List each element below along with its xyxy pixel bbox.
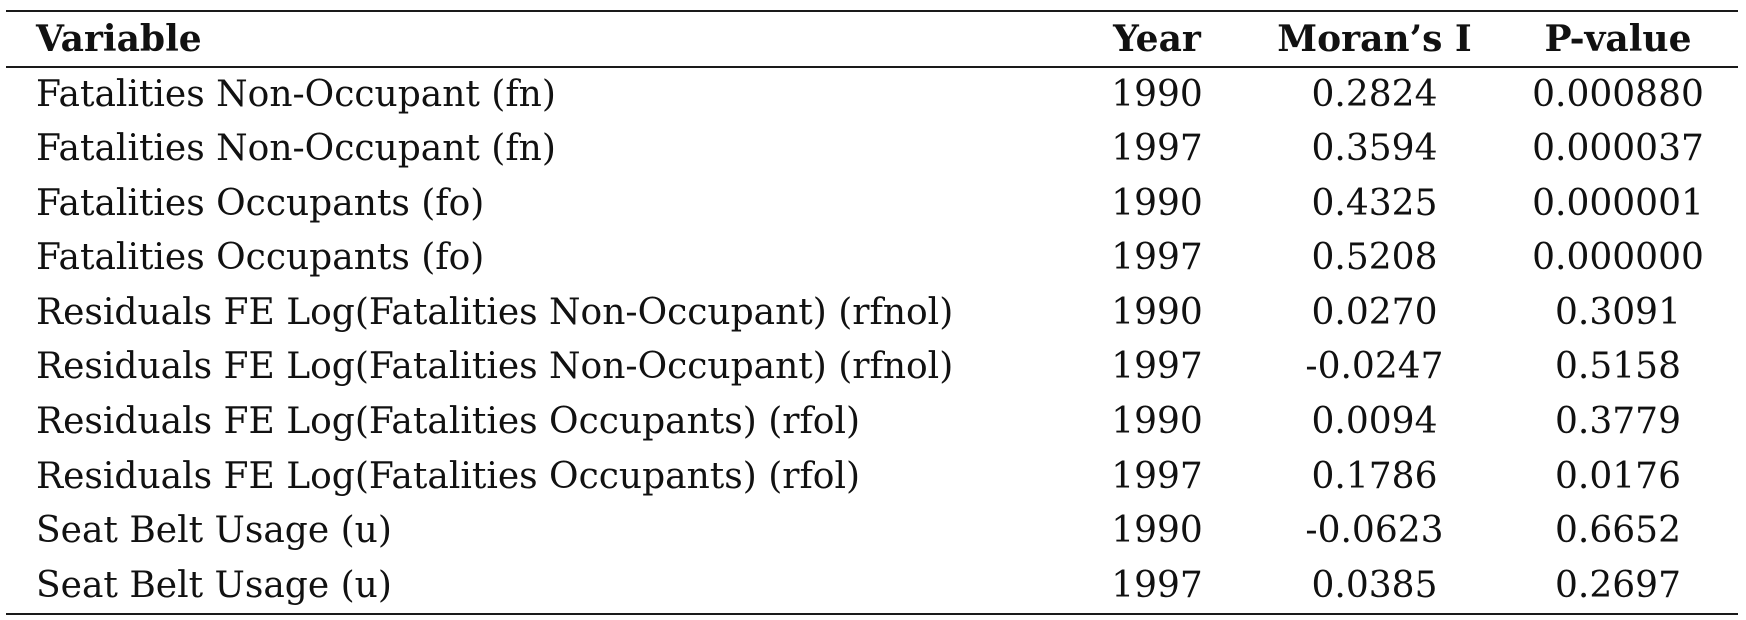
cell-year: 1997 bbox=[1111, 346, 1203, 388]
cell-variable: Seat Belt Usage (u) bbox=[36, 564, 392, 606]
cell-year: 1990 bbox=[1111, 291, 1203, 333]
morans-i-table-body: Fatalities Non-Occupant (fn) 1990 0.2824 0.… bbox=[6, 68, 1738, 614]
bottom-rule bbox=[6, 613, 1738, 616]
table-row: Seat Belt Usage (u) 1990 -0.0623 0.6652 bbox=[6, 504, 1738, 559]
cell-morans-i: 0.5208 bbox=[1311, 237, 1438, 279]
cell-morans-i: 0.0094 bbox=[1311, 401, 1438, 443]
cell-p-value: 0.6652 bbox=[1555, 510, 1681, 552]
cell-variable: Fatalities Occupants (fo) bbox=[36, 182, 485, 224]
results-table-container: Variable Year Moran’s I P-value Fataliti… bbox=[6, 10, 1738, 616]
cell-year: 1990 bbox=[1111, 73, 1203, 115]
cell-variable: Residuals FE Log(Fatalities Occupants) (… bbox=[36, 401, 861, 443]
cell-p-value: 0.0176 bbox=[1555, 455, 1681, 497]
table-row: Fatalities Non-Occupant (fn) 1997 0.3594 0.… bbox=[6, 122, 1738, 177]
cell-year: 1990 bbox=[1111, 401, 1203, 443]
table-row: Residuals FE Log(Fatalities Non-Occupant… bbox=[6, 340, 1738, 395]
cell-morans-i: 0.4325 bbox=[1311, 182, 1438, 224]
cell-p-value: 0.3779 bbox=[1555, 401, 1681, 443]
cell-morans-i: 0.1786 bbox=[1311, 455, 1438, 497]
header-rule bbox=[6, 66, 1738, 68]
cell-p-value: 0.5158 bbox=[1555, 346, 1681, 388]
cell-year: 1997 bbox=[1111, 237, 1203, 279]
morans-i-table: Variable Year Moran’s I P-value bbox=[6, 12, 1738, 66]
cell-morans-i: 0.0270 bbox=[1311, 291, 1438, 333]
table-row: Residuals FE Log(Fatalities Occupants) (… bbox=[6, 450, 1738, 505]
cell-variable: Fatalities Non-Occupant (fn) bbox=[36, 73, 556, 115]
header-variable: Variable bbox=[36, 18, 202, 60]
table-row: Residuals FE Log(Fatalities Occupants) (… bbox=[6, 395, 1738, 450]
top-rule bbox=[6, 10, 1738, 12]
cell-p-value: 0.2697 bbox=[1555, 564, 1681, 606]
cell-variable: Fatalities Non-Occupant (fn) bbox=[36, 128, 556, 170]
cell-year: 1990 bbox=[1111, 182, 1203, 224]
cell-variable: Seat Belt Usage (u) bbox=[36, 510, 392, 552]
table-row: Fatalities Non-Occupant (fn) 1990 0.2824 0.… bbox=[6, 68, 1738, 123]
table-row: Fatalities Occupants (fo) 1997 0.5208 0.000… bbox=[6, 231, 1738, 286]
cell-morans-i: -0.0623 bbox=[1305, 510, 1444, 552]
table-body: Fatalities Non-Occupant (fn) 1990 0.2824 0.… bbox=[6, 68, 1738, 614]
cell-variable: Fatalities Occupants (fo) bbox=[36, 237, 485, 279]
cell-variable: Residuals FE Log(Fatalities Occupants) (… bbox=[36, 455, 861, 497]
header-row: Variable Year Moran’s I P-value bbox=[6, 12, 1738, 66]
cell-year: 1997 bbox=[1111, 128, 1203, 170]
cell-p-value: 0.000880 bbox=[1532, 73, 1704, 115]
table-header: Variable Year Moran’s I P-value bbox=[6, 12, 1738, 66]
table-row: Residuals FE Log(Fatalities Non-Occupant… bbox=[6, 286, 1738, 341]
cell-p-value: 0.000037 bbox=[1532, 128, 1704, 170]
cell-p-value: 0.3091 bbox=[1555, 291, 1681, 333]
cell-variable: Residuals FE Log(Fatalities Non-Occupant… bbox=[36, 346, 954, 388]
cell-year: 1997 bbox=[1111, 455, 1203, 497]
table-row: Seat Belt Usage (u) 1997 0.0385 0.2697 bbox=[6, 559, 1738, 614]
cell-year: 1990 bbox=[1111, 510, 1203, 552]
table-row: Fatalities Occupants (fo) 1990 0.4325 0.000… bbox=[6, 177, 1738, 232]
header-p-value: P-value bbox=[1544, 18, 1692, 60]
cell-morans-i: -0.0247 bbox=[1305, 346, 1444, 388]
cell-morans-i: 0.0385 bbox=[1311, 564, 1438, 606]
header-morans-i: Moran’s I bbox=[1277, 18, 1472, 60]
cell-variable: Residuals FE Log(Fatalities Non-Occupant… bbox=[36, 291, 954, 333]
cell-morans-i: 0.3594 bbox=[1311, 128, 1438, 170]
cell-year: 1997 bbox=[1111, 564, 1203, 606]
cell-p-value: 0.000001 bbox=[1532, 182, 1704, 224]
cell-p-value: 0.000000 bbox=[1532, 237, 1704, 279]
header-year: Year bbox=[1113, 18, 1201, 60]
cell-morans-i: 0.2824 bbox=[1311, 73, 1438, 115]
